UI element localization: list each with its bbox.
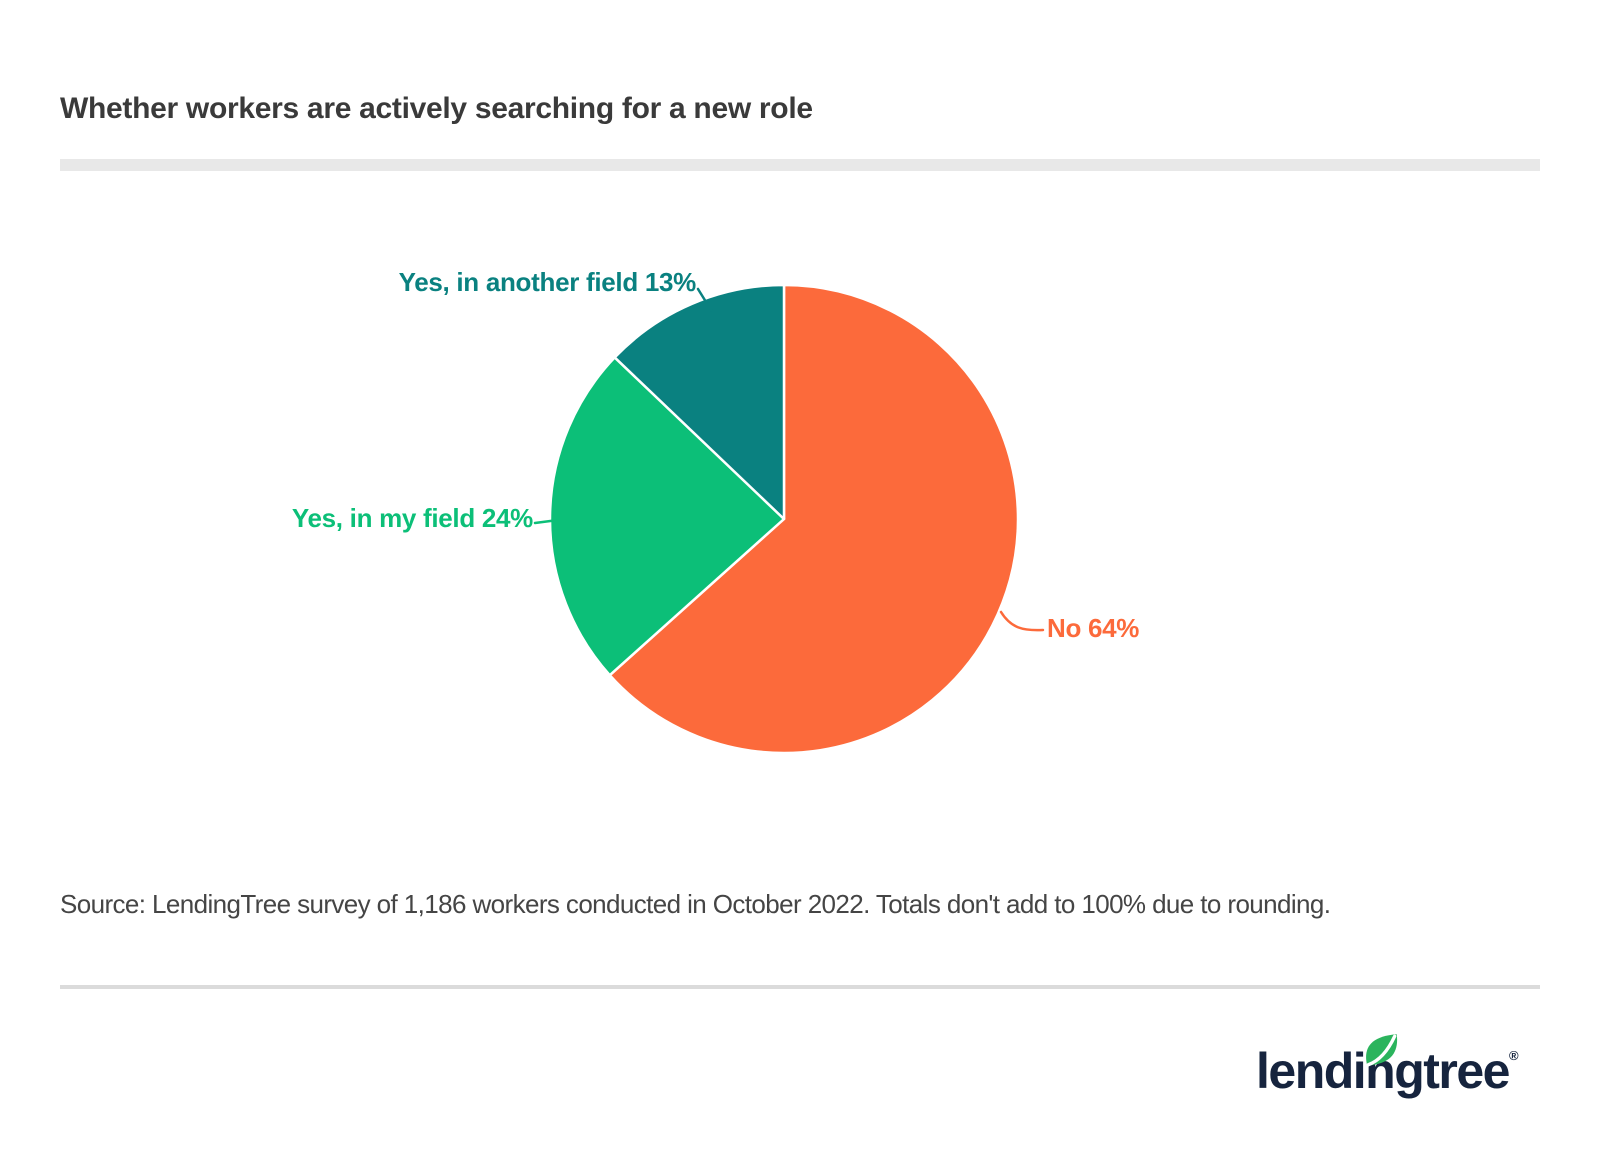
footer-divider bbox=[60, 985, 1540, 989]
source-note: Source: LendingTree survey of 1,186 work… bbox=[60, 889, 1331, 919]
pie-label-yes-in-another-field: Yes, in another field 13% bbox=[399, 267, 697, 297]
pie-slice-yes-in-another-field bbox=[613, 283, 786, 521]
pie-label-no: No 64% bbox=[1047, 613, 1139, 643]
leader-line-no bbox=[999, 610, 1045, 632]
leader-line-yes-in-another-field bbox=[696, 287, 713, 312]
leader-line-yes-in-my-field bbox=[533, 518, 560, 525]
pie-label-yes-in-my-field: Yes, in my field 24% bbox=[292, 503, 533, 533]
logo-registered-mark: ® bbox=[1508, 1048, 1519, 1063]
pie-slice-no bbox=[608, 283, 1020, 755]
leaf-icon bbox=[1366, 1034, 1398, 1067]
lendingtree-logo: lendingtree® bbox=[1256, 1034, 1519, 1096]
pie-slice-yes-in-my-field bbox=[548, 356, 786, 677]
title-underline-rule bbox=[60, 159, 1540, 171]
chart-title: Whether workers are actively searching f… bbox=[60, 92, 813, 125]
